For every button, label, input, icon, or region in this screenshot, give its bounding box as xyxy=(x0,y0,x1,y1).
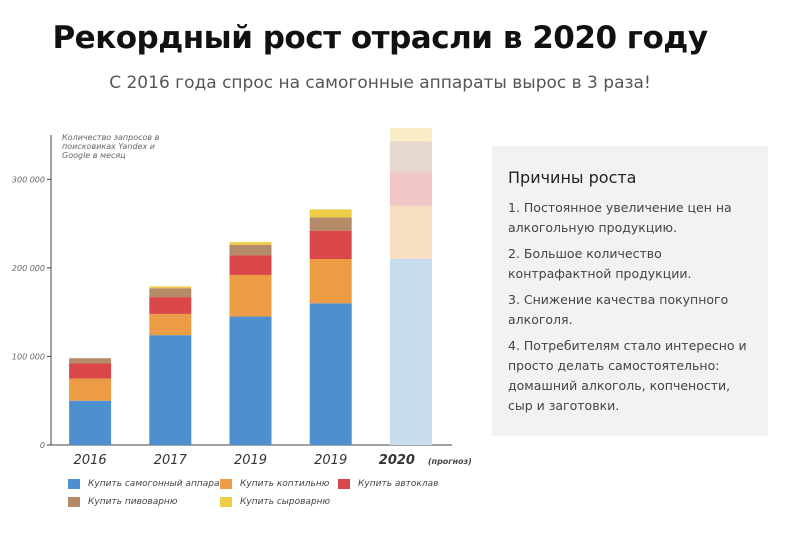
reasons-list: 1. Постоянное увеличение цен на алкоголь… xyxy=(508,198,758,422)
bar-segment xyxy=(309,209,352,218)
legend-item: Купить автоклав xyxy=(338,479,438,489)
bar-segment xyxy=(389,141,432,173)
legend-swatch xyxy=(68,479,80,489)
bar-segment xyxy=(309,230,352,259)
bar-segment xyxy=(229,274,272,317)
y-tick-label: 300 000 xyxy=(12,175,45,184)
legend-label: Купить коптильню xyxy=(240,479,330,489)
reasons-panel: Причины роста 1. Постоянное увеличение ц… xyxy=(492,146,768,436)
legend-label: Купить самогонный аппарат xyxy=(88,479,225,489)
bar-segment xyxy=(309,259,352,304)
bar-segment xyxy=(149,313,192,336)
reason-item: 4. Потребителям стало интересно и просто… xyxy=(508,338,747,413)
legend-item: Купить пивоварню xyxy=(68,497,177,507)
x-tick-label: 2019 xyxy=(234,453,267,468)
bar-segment xyxy=(69,363,112,379)
bar-segment xyxy=(309,217,352,231)
bar-segment xyxy=(149,335,192,445)
bar-segment xyxy=(229,242,272,245)
panel-title: Причины роста xyxy=(508,168,637,187)
x-tick-label: 2020 xyxy=(379,453,415,468)
reason-item: 1. Постоянное увеличение цен на алкоголь… xyxy=(508,200,732,235)
bar-segment xyxy=(389,205,432,259)
stacked-bar-chart: 0 100 000 200 000 300 000 2016 2017 2019 2019 20… xyxy=(12,127,472,468)
bar-segment xyxy=(229,316,272,445)
x-tick-note: (прогноз) xyxy=(428,457,472,466)
bar-segment xyxy=(69,358,112,364)
legend-swatch xyxy=(338,479,350,489)
page-title: Рекордный рост отрасли в 2020 году xyxy=(52,20,708,56)
bar-segment xyxy=(69,400,112,445)
bar-segment xyxy=(229,244,272,256)
legend-swatch xyxy=(68,497,80,507)
reason-item: 2. Большое количество контрафактной прод… xyxy=(508,246,692,281)
page-subtitle: С 2016 года спрос на самогонные аппараты… xyxy=(109,73,651,93)
legend-swatch xyxy=(220,479,232,489)
x-tick-label: 2016 xyxy=(74,453,107,468)
y-tick-label: 0 xyxy=(40,441,45,450)
y-axis-label: Количество запросов в поисковиках Yandex… xyxy=(62,133,160,160)
legend-item: Купить коптильню xyxy=(220,479,329,489)
x-tick-label: 2019 xyxy=(314,453,347,468)
y-tick-label: 100 000 xyxy=(12,352,45,361)
legend-label: Купить пивоварню xyxy=(88,497,178,507)
y-tick-label: 200 000 xyxy=(12,264,45,273)
bar-segment xyxy=(389,259,432,445)
reason-item: 3. Снижение качества покупного алкоголя. xyxy=(508,292,729,327)
bar-segment xyxy=(309,303,352,445)
legend-item: Купить сыроварню xyxy=(220,497,330,507)
bar-segment xyxy=(149,297,192,314)
x-tick-label: 2017 xyxy=(154,453,188,468)
bar-segment xyxy=(149,288,192,298)
bar-segment xyxy=(229,255,272,275)
bar-segment xyxy=(69,378,112,401)
legend-label: Купить сыроварню xyxy=(240,497,331,507)
legend-swatch xyxy=(220,497,232,507)
bar-segment xyxy=(149,286,192,289)
bar-segment xyxy=(389,172,432,206)
bar-segment xyxy=(389,127,432,142)
legend-label: Купить автоклав xyxy=(358,479,439,489)
legend-item: Купить самогонный аппарат xyxy=(68,479,225,489)
